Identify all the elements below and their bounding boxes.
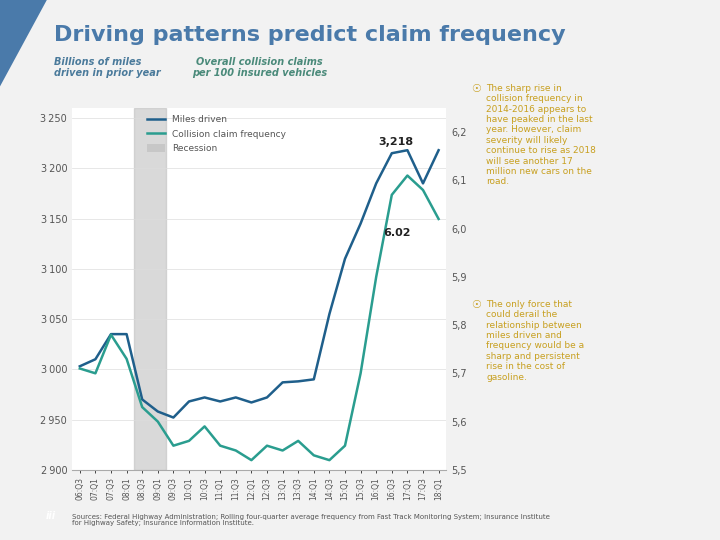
Bar bbox=[135, 108, 166, 470]
Text: The sharp rise in
collision frequency in
2014-2016 appears to
have peaked in the: The sharp rise in collision frequency in… bbox=[486, 84, 596, 186]
Text: Driving patterns predict claim frequency: Driving patterns predict claim frequency bbox=[54, 25, 566, 45]
Text: iii: iii bbox=[45, 511, 55, 521]
Legend: Miles driven, Collision claim frequency, Recession: Miles driven, Collision claim frequency,… bbox=[144, 112, 289, 156]
Text: Billions of miles
driven in prior year: Billions of miles driven in prior year bbox=[54, 57, 161, 78]
Text: 3,218: 3,218 bbox=[379, 137, 413, 147]
Polygon shape bbox=[0, 0, 47, 86]
Text: Sources: Federal Highway Administration; Rolling four-quarter average frequency : Sources: Federal Highway Administration;… bbox=[72, 514, 550, 526]
Text: The only force that
could derail the
relationship between
miles driven and
frequ: The only force that could derail the rel… bbox=[486, 300, 584, 381]
Text: ☉: ☉ bbox=[472, 84, 485, 94]
Text: Overall collision claims
per 100 insured vehicles: Overall collision claims per 100 insured… bbox=[192, 57, 327, 78]
Text: 6.02: 6.02 bbox=[383, 228, 411, 238]
Text: ☉: ☉ bbox=[472, 300, 485, 310]
